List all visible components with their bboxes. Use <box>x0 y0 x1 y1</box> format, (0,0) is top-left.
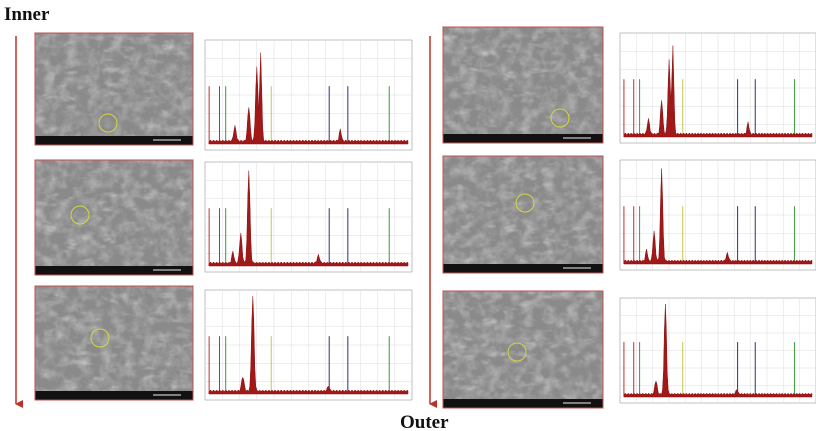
sem-info-bar <box>35 266 193 275</box>
sem-border <box>442 290 604 409</box>
sem-info-bar <box>443 134 603 143</box>
sem-image <box>34 285 194 401</box>
sem-info-bar <box>443 264 603 273</box>
sem-info-bar <box>443 399 603 408</box>
spectrum-peaks <box>623 168 813 265</box>
eds-spectrum <box>204 39 413 151</box>
outer-label: Outer <box>400 412 449 431</box>
analysis-spot <box>70 205 90 225</box>
sem-image <box>442 26 604 144</box>
eds-spectrum <box>204 289 413 401</box>
sem-highlight <box>35 33 193 145</box>
inner-label: Inner <box>4 4 50 25</box>
sem-highlight <box>443 291 603 408</box>
sem-image <box>442 290 604 409</box>
sem-image <box>34 32 194 146</box>
sem-border <box>34 285 194 401</box>
analysis-spot <box>550 108 570 128</box>
eds-spectrum <box>619 297 816 404</box>
sem-highlight <box>443 27 603 143</box>
sem-border <box>34 159 194 276</box>
analysis-spot <box>90 328 110 348</box>
sem-border <box>442 155 604 274</box>
analysis-spot <box>507 342 527 362</box>
sem-info-bar <box>35 136 193 145</box>
spectrum-peaks <box>208 170 409 267</box>
sem-image <box>34 159 194 276</box>
spectrum-peaks <box>623 45 813 138</box>
panels <box>34 26 816 409</box>
analysis-spot <box>515 193 535 213</box>
eds-spectrum <box>204 161 413 273</box>
sem-highlight <box>35 286 193 400</box>
spectrum-peaks <box>623 303 813 398</box>
sem-highlight <box>443 156 603 273</box>
analysis-spot <box>98 113 118 133</box>
eds-spectrum <box>619 159 816 271</box>
sem-border <box>34 32 194 146</box>
sem-info-bar <box>35 391 193 400</box>
spectrum-peaks <box>208 295 409 395</box>
spectrum-peaks <box>208 52 409 145</box>
sem-image <box>442 155 604 274</box>
sem-highlight <box>35 160 193 275</box>
eds-spectrum <box>619 32 816 144</box>
sem-border <box>442 26 604 144</box>
